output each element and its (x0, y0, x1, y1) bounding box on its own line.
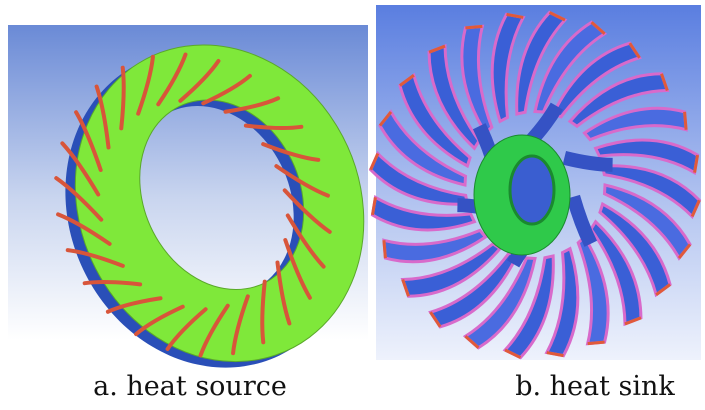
blade-edge (685, 112, 686, 130)
figure: a. heat source b. heat sink (0, 0, 705, 410)
page: a. heat source b. heat sink (() => { con… (0, 0, 705, 410)
blade-edge (465, 26, 482, 28)
caption: a. heat source (93, 371, 287, 402)
slot (85, 282, 140, 284)
slot (121, 68, 123, 129)
spoke (564, 158, 612, 165)
blade-edge (588, 342, 605, 344)
slot (246, 126, 301, 128)
caption: b. heat sink (515, 371, 675, 402)
hub (474, 135, 570, 255)
blade-edge (384, 240, 385, 258)
slot (262, 282, 264, 343)
hub-hole (510, 156, 554, 224)
